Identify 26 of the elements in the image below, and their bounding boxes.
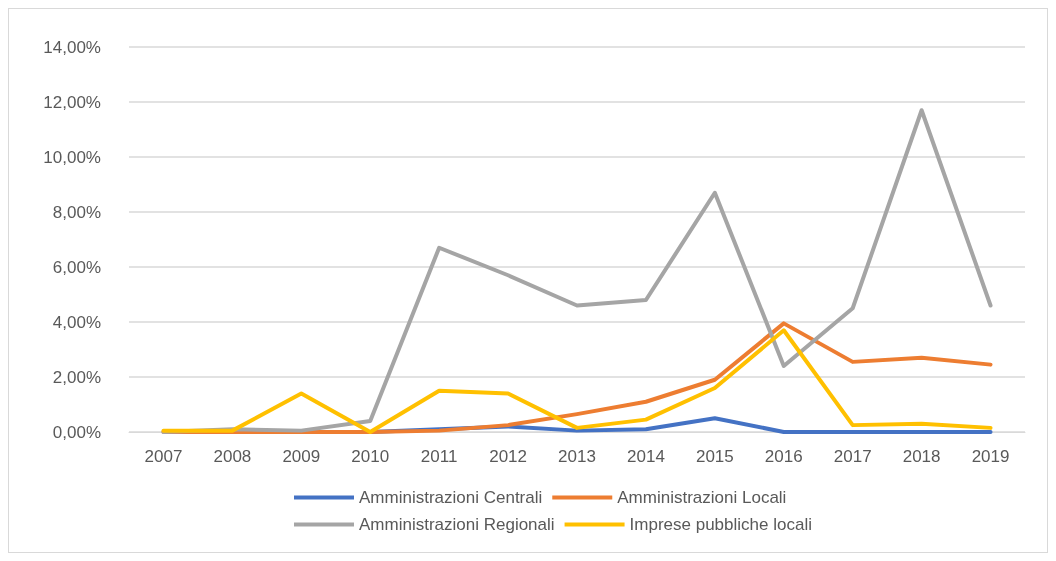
x-tick-label: 2016 bbox=[764, 447, 803, 466]
x-tick-label: 2014 bbox=[627, 447, 665, 466]
x-tick-label: 2017 bbox=[833, 447, 872, 466]
x-tick-label: 2008 bbox=[213, 447, 252, 466]
x-tick-label: 2010 bbox=[351, 447, 390, 466]
x-tick-label: 2007 bbox=[144, 447, 183, 466]
x-tick-label: 2009 bbox=[282, 447, 321, 466]
y-tick-label: 12,00% bbox=[43, 92, 101, 112]
y-tick-label: 14,00% bbox=[43, 37, 101, 57]
y-tick-label: 6,00% bbox=[52, 257, 101, 277]
x-tick-label: 2011 bbox=[420, 447, 458, 466]
x-tick-label: 2013 bbox=[558, 447, 596, 466]
y-tick-label: 0,00% bbox=[52, 422, 101, 442]
x-tick-label: 2015 bbox=[695, 447, 734, 466]
legend-label: Imprese pubbliche locali bbox=[629, 515, 812, 534]
line-series bbox=[161, 108, 993, 434]
legend-label: Amministrazioni Locali bbox=[617, 488, 787, 507]
x-tick-label: 2019 bbox=[971, 447, 1010, 466]
legend-label: Amministrazioni Regionali bbox=[359, 515, 555, 534]
x-tick-label: 2012 bbox=[489, 447, 527, 466]
y-tick-label: 10,00% bbox=[43, 147, 101, 167]
y-tick-label: 8,00% bbox=[52, 202, 101, 222]
legend-label: Amministrazioni Centrali bbox=[359, 488, 543, 507]
y-tick-label: 4,00% bbox=[52, 312, 101, 332]
x-tick-label: 2018 bbox=[902, 447, 941, 466]
y-tick-label: 2,00% bbox=[52, 367, 101, 387]
